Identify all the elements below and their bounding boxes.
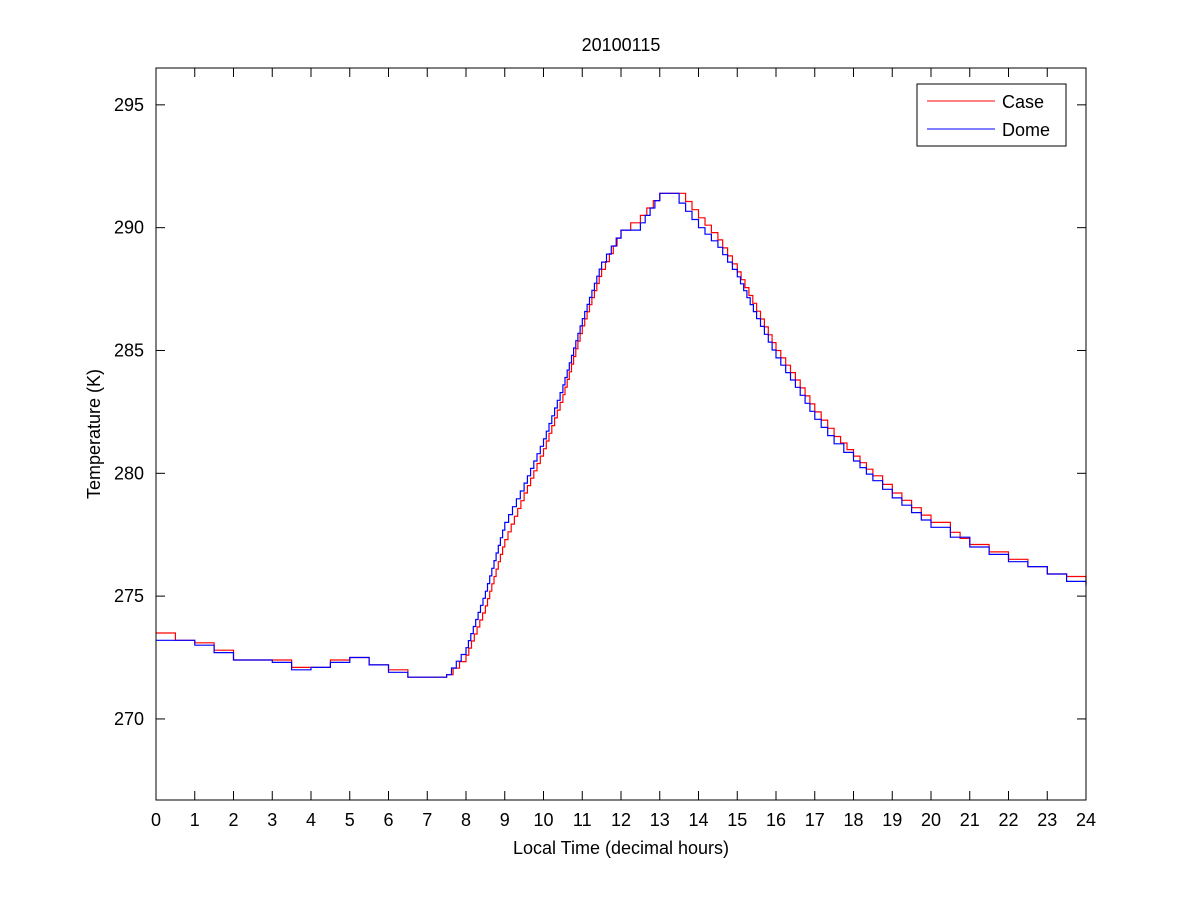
y-tick-label: 275 — [114, 586, 144, 606]
x-tick-label: 1 — [190, 810, 200, 830]
legend: Case Dome — [916, 83, 1067, 147]
x-tick-label: 10 — [533, 810, 553, 830]
x-tick-label: 7 — [422, 810, 432, 830]
y-tick-label: 285 — [114, 340, 144, 360]
x-axis-label: Local Time (decimal hours) — [513, 838, 729, 858]
legend-label-dome: Dome — [1002, 120, 1050, 140]
x-tick-label: 13 — [650, 810, 670, 830]
x-tick-label: 22 — [998, 810, 1018, 830]
x-tick-label: 17 — [805, 810, 825, 830]
y-axis-label: Temperature (K) — [84, 369, 104, 499]
legend-label-case: Case — [1002, 92, 1044, 112]
x-tick-label: 16 — [766, 810, 786, 830]
axis-ticks: 0 1 2 3 4 5 6 7 8 9 10 11 12 13 14 15 16 17 18 19 20 21 22 23 24… — [114, 68, 1096, 830]
y-tick-label: 295 — [114, 95, 144, 115]
x-tick-label: 0 — [151, 810, 161, 830]
series-layer — [156, 192, 1087, 678]
x-tick-label: 6 — [383, 810, 393, 830]
x-tick-label: 14 — [688, 810, 708, 830]
series-line-dome — [156, 192, 1087, 678]
x-tick-label: 24 — [1076, 810, 1096, 830]
x-tick-label: 9 — [500, 810, 510, 830]
x-tick-label: 23 — [1037, 810, 1057, 830]
x-tick-label: 3 — [267, 810, 277, 830]
y-tick-label: 290 — [114, 218, 144, 238]
x-tick-label: 20 — [921, 810, 941, 830]
x-tick-label: 4 — [306, 810, 316, 830]
legend-box — [916, 83, 1067, 147]
x-tick-label: 18 — [843, 810, 863, 830]
y-tick-label: 280 — [114, 463, 144, 483]
x-tick-label: 11 — [573, 810, 592, 830]
series-line-case — [156, 192, 1087, 678]
y-tick-label: 270 — [114, 709, 144, 729]
x-tick-label: 12 — [611, 810, 631, 830]
x-tick-label: 8 — [461, 810, 471, 830]
x-tick-label: 15 — [727, 810, 747, 830]
x-tick-label: 5 — [345, 810, 355, 830]
x-tick-label: 2 — [228, 810, 238, 830]
x-tick-label: 21 — [960, 810, 980, 830]
x-tick-label: 19 — [882, 810, 902, 830]
chart-title: 20100115 — [582, 35, 661, 55]
